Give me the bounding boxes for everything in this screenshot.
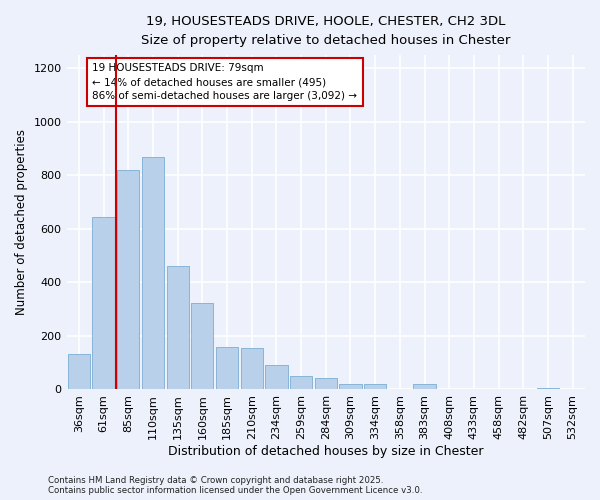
Bar xyxy=(117,170,139,389)
Bar xyxy=(537,388,559,389)
Text: 19 HOUSESTEADS DRIVE: 79sqm
← 14% of detached houses are smaller (495)
86% of se: 19 HOUSESTEADS DRIVE: 79sqm ← 14% of det… xyxy=(92,63,358,101)
Bar xyxy=(167,266,189,389)
Text: Contains HM Land Registry data © Crown copyright and database right 2025.
Contai: Contains HM Land Registry data © Crown c… xyxy=(48,476,422,495)
Bar xyxy=(241,348,263,389)
Bar xyxy=(142,156,164,389)
Bar xyxy=(314,378,337,389)
Bar xyxy=(340,384,362,389)
Bar xyxy=(265,365,287,389)
Bar xyxy=(92,216,115,389)
Bar xyxy=(364,384,386,389)
Bar xyxy=(191,304,214,389)
Title: 19, HOUSESTEADS DRIVE, HOOLE, CHESTER, CH2 3DL
Size of property relative to deta: 19, HOUSESTEADS DRIVE, HOOLE, CHESTER, C… xyxy=(141,15,511,47)
Bar xyxy=(216,347,238,389)
Y-axis label: Number of detached properties: Number of detached properties xyxy=(15,129,28,315)
X-axis label: Distribution of detached houses by size in Chester: Distribution of detached houses by size … xyxy=(168,444,484,458)
Bar xyxy=(68,354,90,389)
Bar xyxy=(413,384,436,389)
Bar xyxy=(290,376,312,389)
